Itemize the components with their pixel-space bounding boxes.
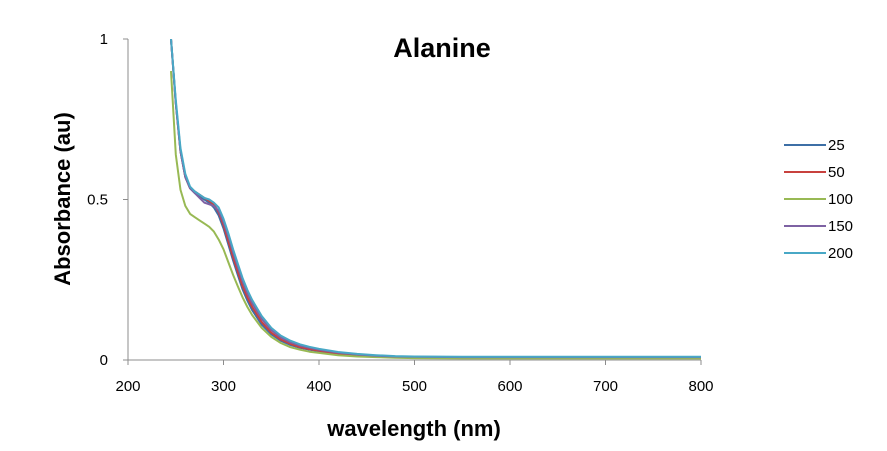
series-line-100 [170, 71, 701, 360]
x-tick-label: 200 [115, 378, 140, 395]
y-tick-label: 0 [100, 352, 108, 369]
legend: 25 50 100 150 200 [784, 137, 853, 262]
legend-label-100: 100 [828, 191, 853, 208]
x-tick-label: 600 [497, 378, 522, 395]
x-tick-label: 500 [402, 378, 427, 395]
y-tick-label: 0.5 [87, 192, 108, 209]
x-tick-label: 400 [306, 378, 331, 395]
legend-label-50: 50 [828, 164, 845, 181]
x-tick-label: 800 [688, 378, 713, 395]
x-tick-label: 700 [593, 378, 618, 395]
axes: 200 300 400 500 600 700 800 0 0.5 1 [87, 31, 713, 395]
series-line-50 [170, 39, 701, 359]
legend-label-150: 150 [828, 218, 853, 235]
y-axis-title: Absorbance (au) [50, 112, 75, 286]
plot-area [170, 39, 701, 360]
series-line-25 [170, 39, 701, 359]
y-tick-label: 1 [100, 31, 108, 48]
legend-label-200: 200 [828, 245, 853, 262]
x-axis-title: wavelength (nm) [326, 416, 501, 441]
chart-title: Alanine [393, 33, 491, 63]
series-line-150 [170, 39, 701, 359]
legend-label-25: 25 [828, 137, 845, 154]
series-line-200 [170, 39, 701, 358]
x-tick-label: 300 [211, 378, 236, 395]
